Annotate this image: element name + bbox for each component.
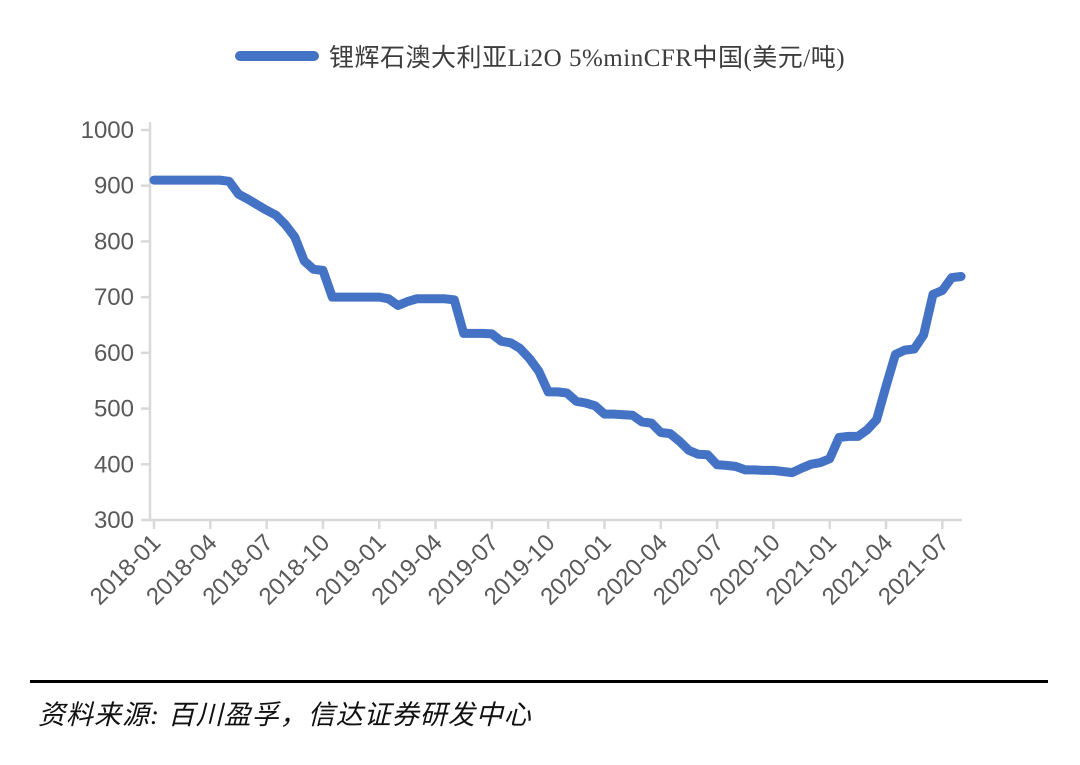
y-tick-label: 400 [94,451,134,478]
price-line [149,175,966,478]
price-line-chart: 30040050060070080090010002018-012018-042… [81,117,966,611]
y-tick-label: 900 [94,173,134,200]
legend-label: 锂辉石澳大利亚Li2O 5%minCFR中国(美元/吨) [328,45,846,72]
y-tick-label: 1000 [81,117,134,144]
y-tick-label: 500 [94,396,134,423]
y-tick-label: 600 [94,340,134,367]
chart-legend: 锂辉石澳大利亚Li2O 5%minCFR中国(美元/吨) [0,38,1080,74]
axis-lines [148,122,962,522]
legend-line-swatch [234,51,319,61]
y-tick-label: 300 [94,507,134,534]
y-tick-label: 800 [94,228,134,255]
footer-divider [30,680,1048,683]
y-tick-label: 700 [94,284,134,311]
source-note: 资料来源: 百川盈孚，信达证券研发中心 [38,700,532,730]
